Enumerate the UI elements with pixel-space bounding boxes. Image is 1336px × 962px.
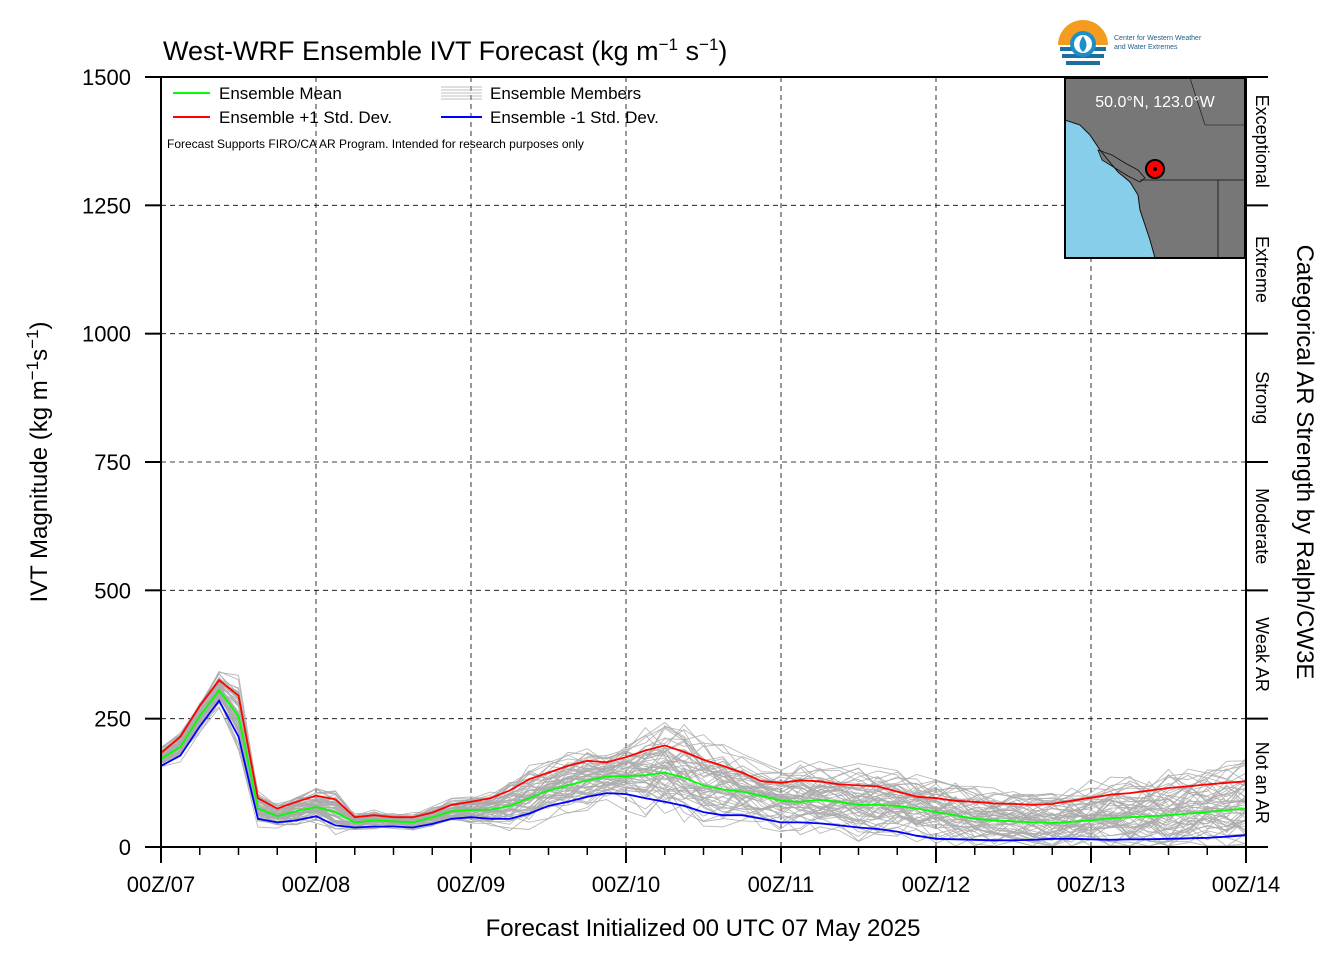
ensemble-member-line [160,696,1247,841]
x-tick-label: 00Z/14 [1212,872,1281,897]
inset-map: 50.0°N, 123.0°W [1064,77,1246,259]
main-series [160,678,1247,842]
x-tick-label: 00Z/10 [592,872,661,897]
legend-label-minus-std: Ensemble -1 Std. Dev. [490,108,659,127]
ensemble-member-line [160,696,1247,837]
ensemble-member-line [160,682,1247,823]
ensemble-member-line [160,707,1246,847]
ocean-shape [1065,120,1155,258]
x-axis-label: Forecast Initialized 00 UTC 07 May 2025 [486,915,921,942]
x-tick-label: 00Z/09 [437,872,506,897]
logo-drop-icon [1079,36,1087,52]
location-label: 50.0°N, 123.0°W [1095,94,1215,111]
category-label: Extreme [1252,236,1272,303]
x-tick-label: 00Z/12 [902,872,971,897]
ensemble-member-line [160,702,1247,843]
series-line-2 [160,699,1247,842]
y-tick-label: 1000 [82,322,131,347]
logo-text-line1: Center for Western Weather [1114,35,1202,42]
x-axis: 00Z/07 00Z/08 00Z/09 00Z/10 00Z/11 00Z/12 00Z/… [127,847,1281,897]
category-label: Moderate [1252,488,1272,564]
research-note: Forecast Supports FIRO/CA AR Program. In… [167,137,584,151]
ensemble-member-line [160,671,1247,819]
chart-title: West-WRF Ensemble IVT Forecast (kg m−1 s… [163,35,727,66]
legend-label-members: Ensemble Members [490,84,641,103]
right-axis-label: Categorical AR Strength by Ralph/CW3E [1291,245,1318,680]
legend: Ensemble Mean Ensemble Members Ensemble … [167,84,659,151]
x-tick-label: 00Z/13 [1057,872,1126,897]
y-tick-label: 750 [94,450,131,475]
category-label: Weak AR [1252,617,1272,692]
ensemble-member-line [160,694,1247,838]
x-tick-label: 00Z/07 [127,872,196,897]
x-tick-label: 00Z/11 [748,872,815,897]
cw3e-logo: Center for Western Weather and Water Ext… [1058,20,1202,70]
y-tick-label: 250 [94,707,131,732]
y-tick-label: 1250 [82,193,131,218]
legend-label-mean: Ensemble Mean [219,84,342,103]
x-tick-label: 00Z/08 [282,872,351,897]
category-axis: Not an AR Weak AR Moderate Strong Extreme Exc… [1246,76,1272,848]
ensemble-member-line [160,685,1247,831]
legend-swatch-members [441,86,482,100]
y-axis-label: IVT Magnitude (kg m−1s−1) [23,321,53,602]
y-tick-label: 500 [94,578,131,603]
category-label: Exceptional [1252,95,1272,188]
category-label: Strong [1252,371,1272,424]
y-tick-label: 1500 [82,65,131,90]
ensemble-member-line [160,686,1247,826]
y-axis: 0 250 500 750 1000 1250 1500 [82,65,161,860]
logo-text-line2: and Water Extremes [1114,44,1178,51]
grid-lines [161,77,1246,847]
ensemble-member-line [160,701,1247,847]
series-line-1 [160,678,1247,819]
ensemble-member-line [160,688,1247,831]
category-label: Not an AR [1252,742,1272,824]
legend-label-plus-std: Ensemble +1 Std. Dev. [219,108,392,127]
series-line-0 [160,688,1247,824]
y-tick-label: 0 [119,835,131,860]
